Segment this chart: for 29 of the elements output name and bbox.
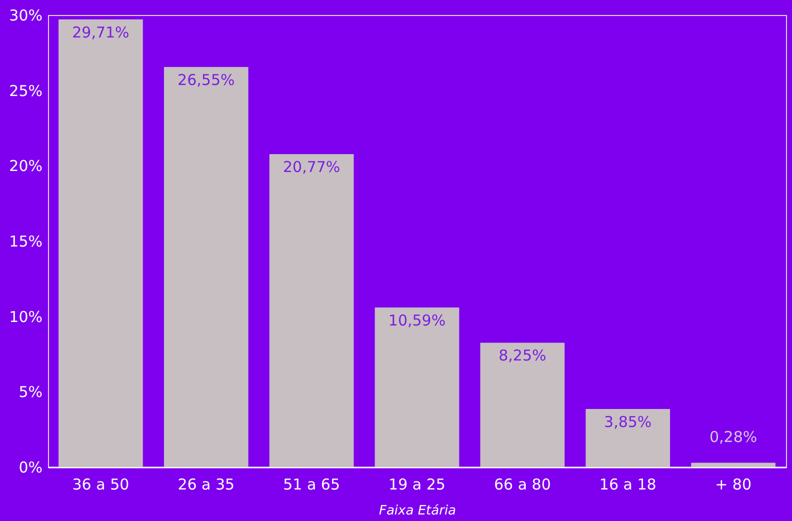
bar [374, 307, 460, 467]
data-label: 0,28% [709, 428, 758, 446]
bar [58, 19, 143, 467]
y-tick-label: 15% [9, 232, 42, 250]
x-tick-label: 36 a 50 [72, 476, 130, 494]
x-tick-label: + 80 [715, 476, 752, 494]
data-label: 10,59% [388, 311, 446, 330]
x-tick-label: 26 a 35 [178, 476, 235, 494]
bar [691, 462, 776, 467]
data-label: 3,85% [604, 412, 652, 431]
bar [164, 66, 248, 467]
bar [480, 342, 565, 467]
x-tick-label: 51 a 65 [283, 476, 340, 494]
x-tick-label: 16 a 18 [599, 476, 656, 494]
data-label: 29,71% [72, 23, 130, 42]
y-tick-label: 30% [9, 6, 42, 24]
x-tick-label: 66 a 80 [494, 476, 551, 494]
x-tick-label: 19 a 25 [388, 476, 446, 494]
y-tick-label: 20% [9, 157, 42, 176]
data-label: 26,55% [178, 70, 235, 89]
y-tick-label: 0% [18, 458, 42, 476]
y-tick-label: 5% [18, 383, 42, 402]
y-tick-label: 25% [9, 82, 42, 100]
data-label: 8,25% [498, 346, 546, 365]
data-label: 20,77% [282, 158, 340, 176]
bar [586, 408, 670, 467]
y-tick-label: 10% [9, 308, 42, 326]
x-axis-title: Faixa Etária [378, 504, 456, 518]
bar [269, 154, 354, 467]
